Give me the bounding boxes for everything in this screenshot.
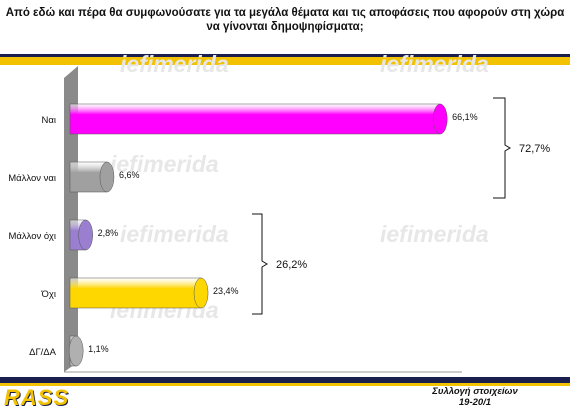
watermark-text: iefimerida xyxy=(120,51,229,77)
category-label: Μάλλον όχι xyxy=(8,231,56,242)
source-line2: 19-20/1 xyxy=(458,397,492,408)
brackets: 72,7% 26,2% xyxy=(252,97,550,315)
bar-cap xyxy=(99,161,115,193)
value-labels: 66,1% 6,6% 2,8% 23,4% 1,1% xyxy=(88,112,478,354)
bracket-label: 26,2% xyxy=(276,259,307,271)
watermark-text: iefimerida xyxy=(380,221,489,247)
category-label: Μάλλον ναι xyxy=(8,173,56,184)
watermarks: iefimerida iefimerida iefimerida iefimerida… xyxy=(110,51,489,323)
value-label: 23,4% xyxy=(213,286,239,296)
watermark-text: iefimerida xyxy=(110,151,219,177)
source-note: Συλλογή στοιχείων 19-20/1 xyxy=(410,386,540,408)
y-axis: Ναι Μάλλον ναι Μάλλον όχι Όχι ΔΓ/ΔΑ xyxy=(8,115,56,358)
bar-cap xyxy=(432,103,448,135)
bars xyxy=(68,103,448,367)
category-label: Όχι xyxy=(41,289,56,300)
category-label: ΔΓ/ΔΑ xyxy=(29,347,57,358)
value-label: 1,1% xyxy=(88,344,109,354)
bar-cap xyxy=(68,335,84,367)
chart-title-line1: Από εδώ και πέρα θα συμφωνούσατε για τα … xyxy=(5,7,565,19)
bar xyxy=(69,103,441,135)
value-label: 2,8% xyxy=(98,228,119,238)
watermark-text: iefimerida xyxy=(380,51,489,77)
footer-stripe xyxy=(0,383,570,386)
watermark-text: iefimerida xyxy=(120,221,229,247)
bar-cap xyxy=(193,277,209,309)
bracket xyxy=(252,213,268,315)
chart-title: Από εδώ και πέρα θα συμφωνούσατε για τα … xyxy=(0,6,570,34)
value-label: 66,1% xyxy=(452,112,478,122)
category-label: Ναι xyxy=(42,115,56,126)
bracket xyxy=(493,97,511,199)
chart-title-line2: να γίνονται δημοψηφίσματα; xyxy=(206,21,364,33)
header-band xyxy=(0,54,570,65)
rass-logo: RASS xyxy=(4,385,70,410)
bracket-label: 72,7% xyxy=(519,143,550,155)
bar xyxy=(69,277,202,309)
bar-cap xyxy=(78,219,93,251)
source-line1: Συλλογή στοιχείων xyxy=(432,386,518,397)
value-label: 6,6% xyxy=(119,170,140,180)
